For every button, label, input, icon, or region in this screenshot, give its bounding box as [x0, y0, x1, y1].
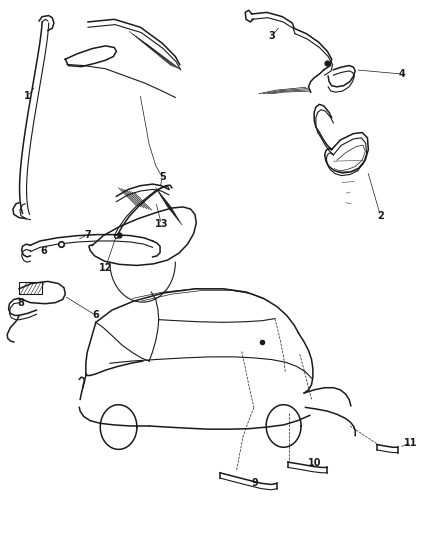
Text: 5: 5 — [159, 172, 166, 182]
Text: 6: 6 — [92, 310, 99, 320]
Text: 6: 6 — [40, 246, 47, 255]
Text: 10: 10 — [308, 458, 322, 468]
Text: 3: 3 — [268, 31, 275, 42]
Bar — [19, 282, 42, 294]
Text: 8: 8 — [17, 297, 24, 308]
Text: 9: 9 — [251, 479, 258, 488]
Text: 2: 2 — [377, 211, 384, 221]
Text: 1: 1 — [25, 91, 31, 101]
Text: 7: 7 — [85, 230, 92, 240]
Text: 13: 13 — [155, 219, 168, 229]
Text: 4: 4 — [399, 69, 406, 79]
Text: 11: 11 — [404, 438, 418, 448]
Text: 12: 12 — [99, 263, 112, 272]
